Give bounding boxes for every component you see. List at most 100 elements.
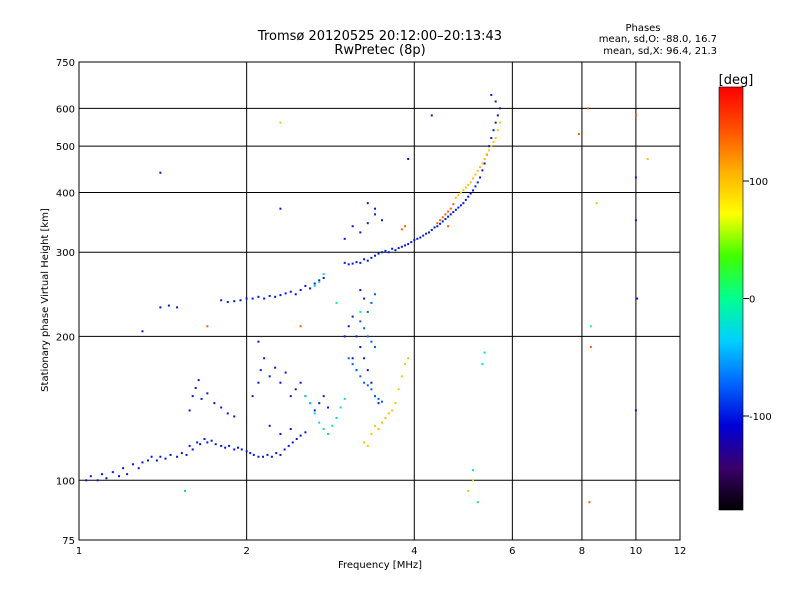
data-point	[494, 137, 497, 140]
data-point	[343, 335, 346, 338]
data-point	[141, 330, 144, 333]
data-point	[257, 455, 260, 458]
data-point	[355, 335, 358, 338]
data-point	[370, 340, 373, 343]
data-point	[454, 196, 457, 199]
colorbar-tick-label: 0	[749, 295, 755, 306]
data-point	[188, 409, 191, 412]
data-point	[309, 402, 312, 405]
data-point	[274, 295, 277, 298]
data-point	[257, 295, 260, 298]
data-point	[289, 395, 292, 398]
data-point	[101, 473, 104, 476]
x-tick-label: 8	[579, 546, 585, 557]
data-point	[479, 176, 482, 179]
data-point	[373, 213, 376, 216]
data-point	[387, 412, 390, 415]
data-point	[636, 297, 639, 300]
data-point	[159, 306, 162, 309]
data-point	[279, 432, 282, 435]
data-point	[263, 297, 266, 300]
data-point	[433, 226, 436, 229]
x-tick-label: 6	[509, 546, 515, 557]
data-point	[155, 459, 158, 462]
data-point	[279, 207, 282, 210]
data-point	[291, 441, 294, 444]
data-point	[240, 448, 243, 451]
data-point	[252, 453, 255, 456]
data-point	[498, 107, 501, 110]
data-point	[377, 252, 380, 255]
data-point	[343, 261, 346, 264]
x-tick-label: 1	[76, 546, 82, 557]
data-point	[404, 363, 407, 366]
data-point	[407, 243, 410, 246]
data-point	[416, 237, 419, 240]
x-tick-label: 2	[243, 546, 249, 557]
data-point	[359, 310, 362, 313]
data-point	[318, 421, 321, 424]
y-tick-label: 200	[56, 332, 75, 343]
data-point	[335, 416, 338, 419]
data-point	[483, 162, 486, 165]
data-point	[220, 299, 223, 302]
data-point	[268, 375, 271, 378]
data-point	[464, 186, 467, 189]
data-point	[400, 375, 403, 378]
data-point	[366, 384, 369, 387]
data-point	[164, 457, 167, 460]
data-point	[122, 467, 125, 470]
data-point	[366, 222, 369, 225]
data-point	[377, 402, 380, 405]
data-point	[191, 395, 194, 398]
data-point	[363, 381, 366, 384]
data-point	[279, 453, 282, 456]
data-point	[197, 379, 200, 382]
data-point	[299, 381, 302, 384]
data-point	[479, 166, 482, 169]
data-point	[279, 294, 282, 297]
data-point	[366, 444, 369, 447]
data-point	[322, 273, 325, 276]
data-point	[441, 220, 444, 223]
data-point	[494, 121, 497, 124]
x-tick-label: 10	[630, 546, 643, 557]
data-point	[462, 188, 465, 191]
data-point	[370, 432, 373, 435]
data-point	[224, 446, 227, 449]
data-point	[407, 357, 410, 360]
data-point	[118, 475, 121, 478]
data-point	[363, 297, 366, 300]
data-point	[413, 239, 416, 242]
data-point	[490, 93, 493, 96]
data-point	[257, 340, 260, 343]
data-point	[111, 471, 114, 474]
data-point	[359, 231, 362, 234]
data-point	[490, 145, 493, 148]
data-point	[363, 357, 366, 360]
phases-line-o: mean, sd,O: -88.0, 16.7	[599, 34, 717, 45]
data-point	[159, 171, 162, 174]
data-point	[251, 395, 254, 398]
data-point	[384, 416, 387, 419]
colorbar-tick-label: -100	[749, 412, 772, 423]
data-point	[313, 282, 316, 285]
data-point	[180, 452, 183, 455]
data-point	[351, 357, 354, 360]
data-point	[287, 444, 290, 447]
data-point	[476, 501, 479, 504]
data-point	[425, 232, 428, 235]
y-ticks: 75 100 200 300 400 500 600 750	[56, 58, 75, 547]
data-point	[213, 402, 216, 405]
data-points	[85, 93, 649, 504]
data-point	[474, 185, 477, 188]
data-point	[380, 251, 383, 254]
data-point	[427, 231, 430, 234]
data-point	[233, 415, 236, 418]
data-point	[105, 477, 108, 480]
chart-subtitle: RwPretec (8p)	[334, 43, 425, 58]
data-point	[206, 325, 209, 328]
data-point	[185, 453, 188, 456]
data-point	[634, 114, 637, 117]
